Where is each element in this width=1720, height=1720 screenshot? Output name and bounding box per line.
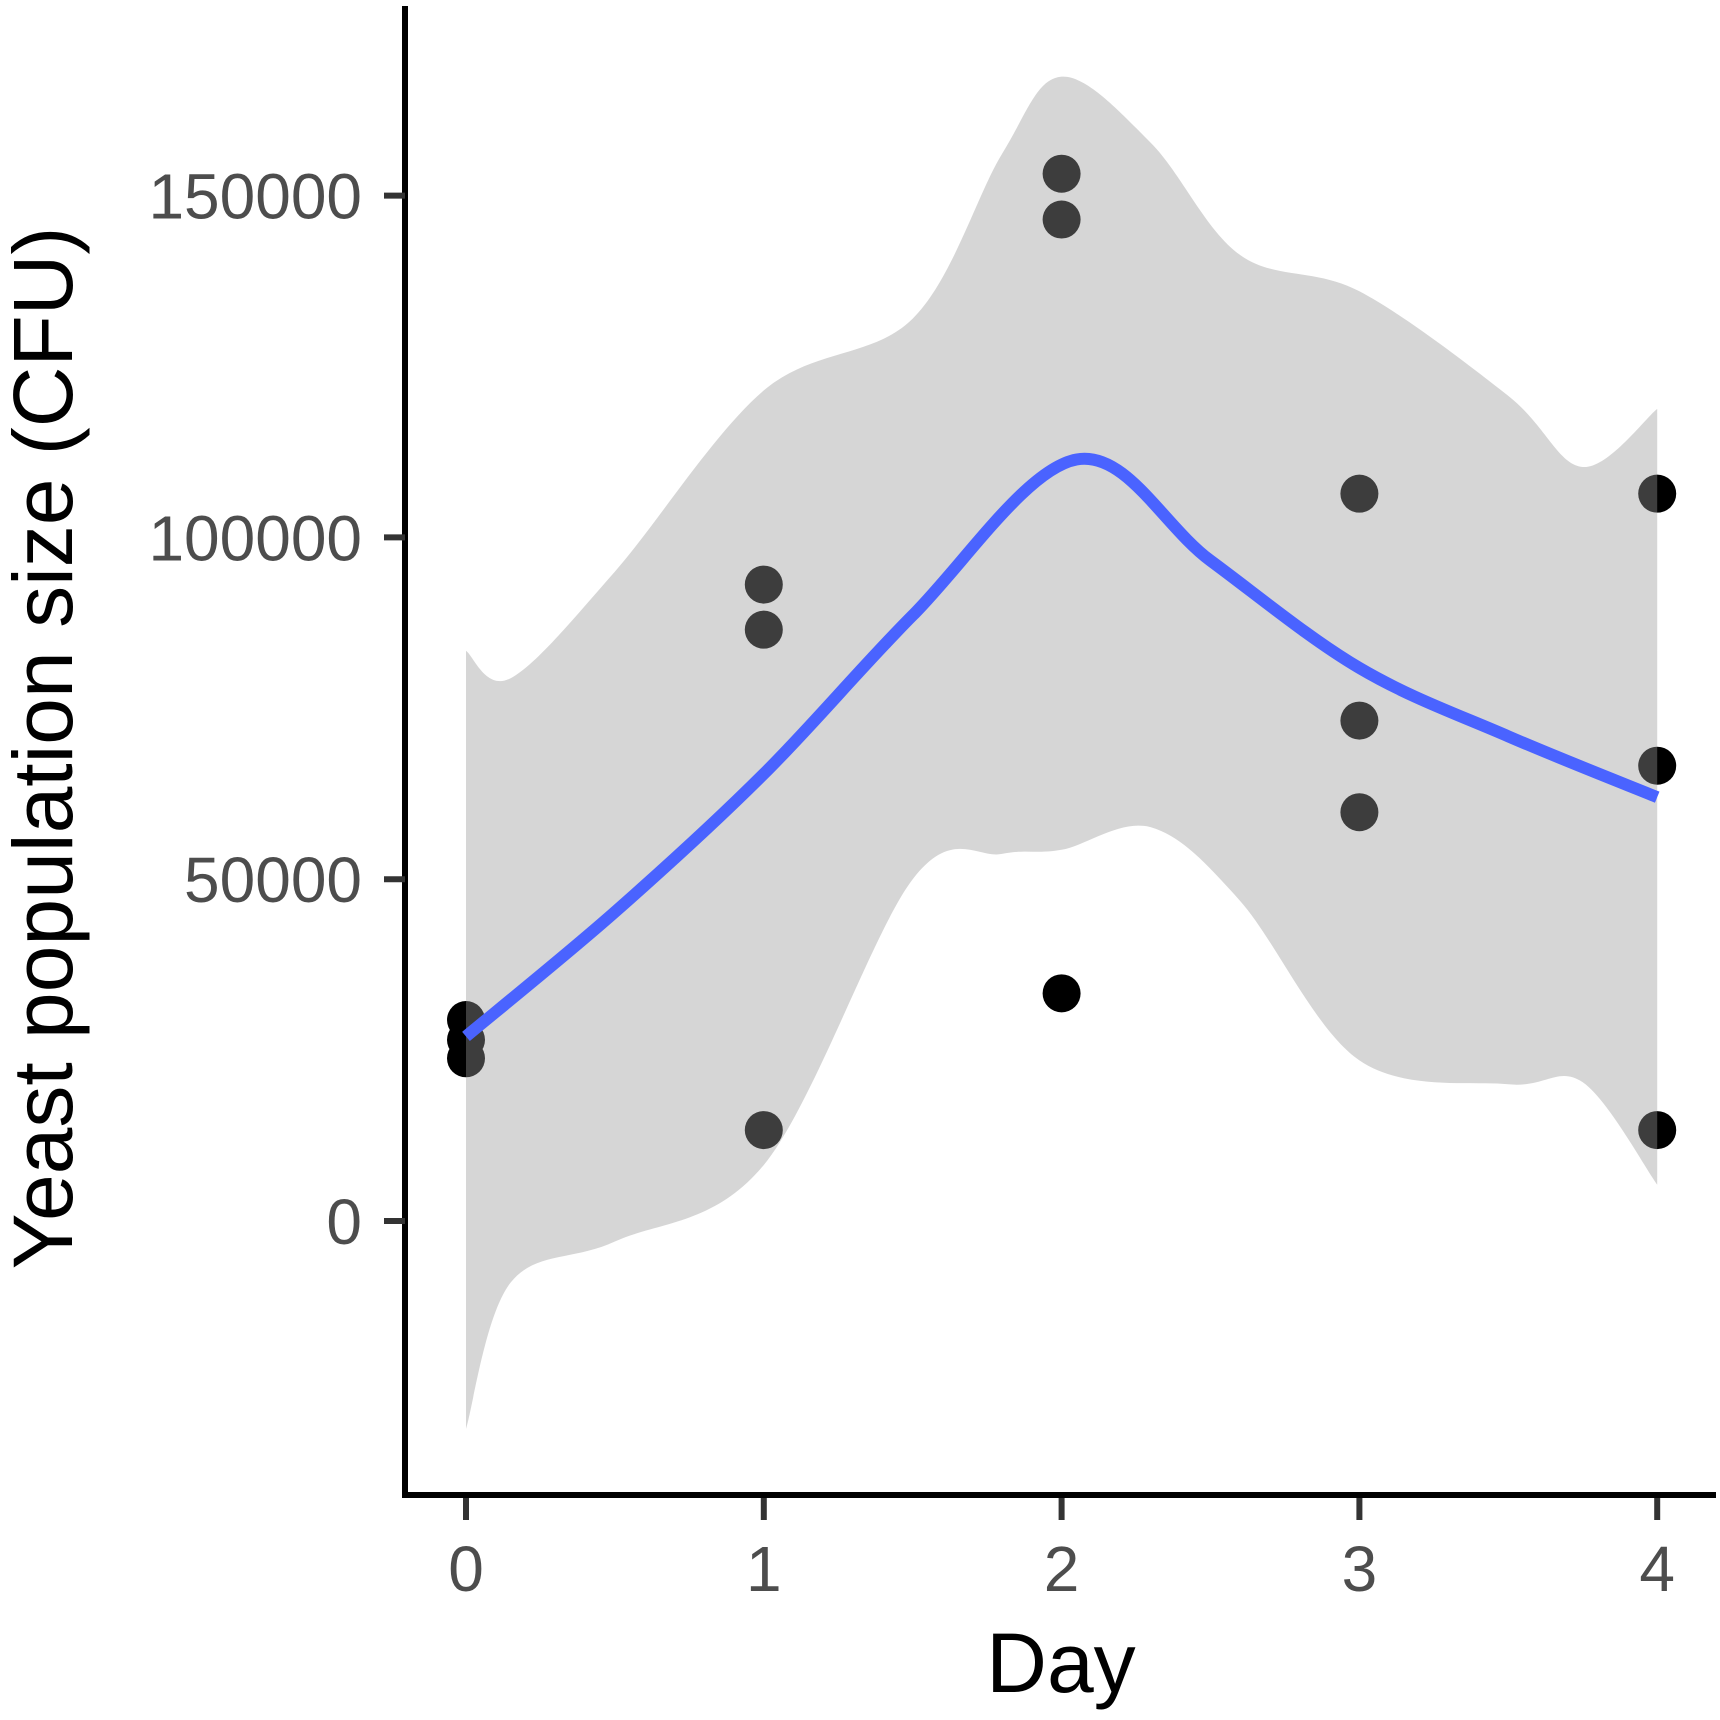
data-point: [1340, 793, 1379, 832]
data-point: [744, 1111, 783, 1150]
y-axis-title: Yeast population size (CFU): [0, 227, 90, 1270]
data-point: [1340, 474, 1379, 513]
data-point: [744, 610, 783, 649]
x-tick-label: 0: [448, 1533, 484, 1605]
points-layer: [447, 154, 1677, 1150]
x-ticks: 0 1 2 3 4: [448, 1498, 1675, 1605]
x-tick-label: 3: [1342, 1533, 1378, 1605]
data-point: [1042, 974, 1081, 1013]
y-tick-label: 100000: [148, 502, 362, 574]
data-point: [1042, 154, 1081, 193]
y-tick-label: 150000: [148, 161, 362, 233]
x-tick-label: 4: [1639, 1533, 1675, 1605]
x-tick-label: 1: [746, 1533, 782, 1605]
x-axis-title: Day: [986, 1616, 1135, 1710]
confidence-band: [466, 76, 1658, 1429]
data-point: [1340, 701, 1379, 740]
data-point: [1638, 1111, 1677, 1150]
data-point: [447, 1039, 485, 1078]
y-tick-label: 0: [326, 1186, 362, 1258]
y-ticks: 0 50000 100000 150000: [148, 161, 405, 1258]
data-point: [1638, 746, 1677, 785]
x-tick-label: 2: [1044, 1533, 1080, 1605]
smooth-line: [462, 452, 1660, 1042]
data-point: [1042, 200, 1081, 239]
y-tick-label: 50000: [184, 844, 362, 916]
data-point: [1638, 474, 1677, 513]
data-point: [744, 565, 783, 604]
